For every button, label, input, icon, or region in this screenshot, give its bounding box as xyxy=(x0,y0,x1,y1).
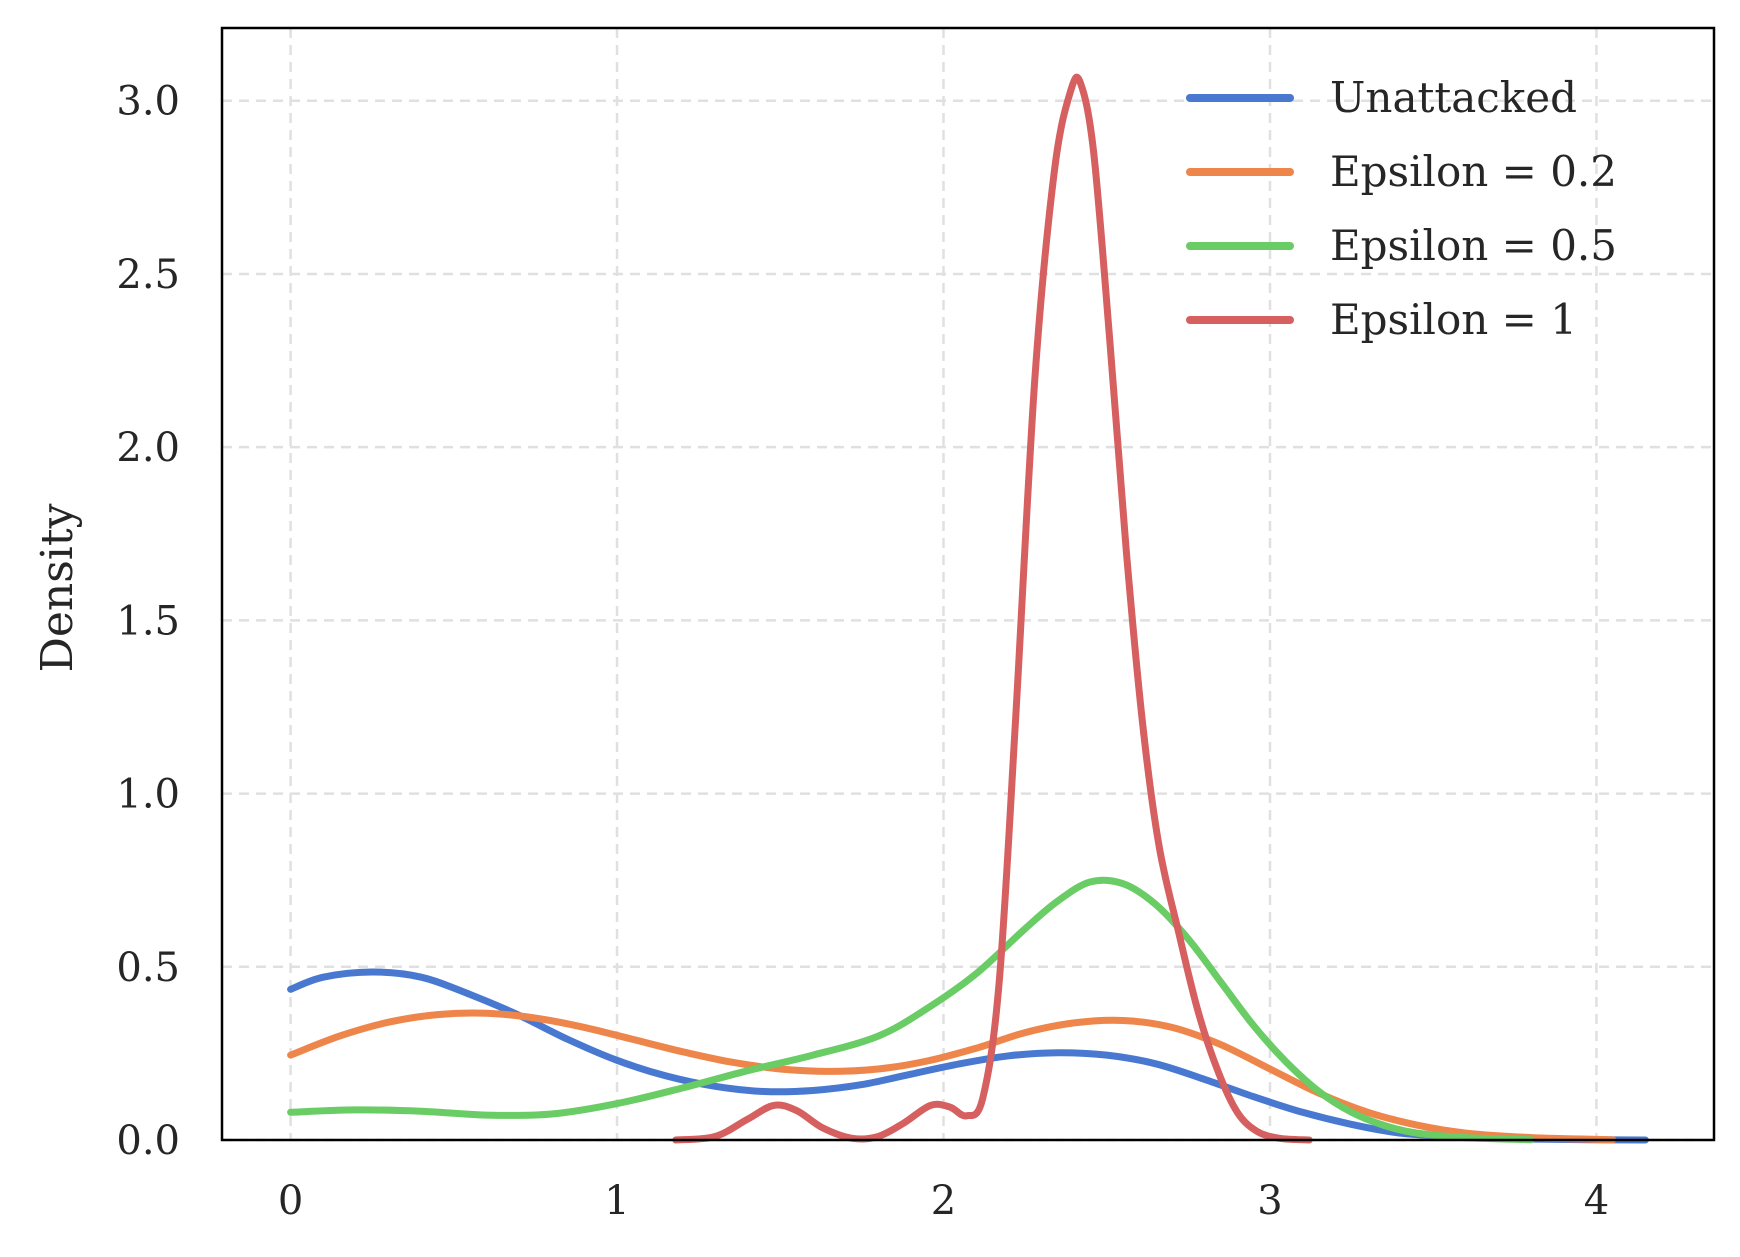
series-line-1 xyxy=(287,1009,1617,1144)
y-tick-label-5: 2.5 xyxy=(116,252,180,298)
legend-item-3: Epsilon = 1 xyxy=(1186,295,1577,344)
x-tick-label-4: 4 xyxy=(1584,1178,1609,1224)
y-tick-label-0: 0.0 xyxy=(116,1118,180,1164)
series-layer xyxy=(287,73,1649,1144)
legend-label-0: Unattacked xyxy=(1330,73,1577,122)
y-axis-title: Density xyxy=(32,503,83,672)
legend-label-2: Epsilon = 0.5 xyxy=(1330,221,1617,270)
legend-item-2: Epsilon = 0.5 xyxy=(1186,221,1617,270)
y-tick-label-6: 3.0 xyxy=(116,79,180,125)
legend: Unattacked Epsilon = 0.2 Epsilon = 0.5 Epsi… xyxy=(1186,73,1617,344)
x-tick-label-1: 1 xyxy=(604,1178,629,1224)
legend-item-1: Epsilon = 0.2 xyxy=(1186,147,1617,196)
series-line-3 xyxy=(672,73,1313,1144)
y-tick-label-2: 1.0 xyxy=(116,772,180,818)
series-line-0 xyxy=(287,968,1649,1144)
series-line-2 xyxy=(287,876,1535,1144)
y-tick-label-3: 1.5 xyxy=(116,598,180,644)
y-tick-label-4: 2.0 xyxy=(116,425,180,471)
x-tick-label-2: 2 xyxy=(931,1178,956,1224)
x-axis-tick-labels: 0 1 2 3 4 xyxy=(278,1178,1609,1224)
legend-item-0: Unattacked xyxy=(1186,73,1577,122)
x-tick-label-0: 0 xyxy=(278,1178,303,1224)
x-tick-label-3: 3 xyxy=(1257,1178,1282,1224)
legend-label-3: Epsilon = 1 xyxy=(1330,295,1577,344)
legend-label-1: Epsilon = 0.2 xyxy=(1330,147,1617,196)
plot-frame xyxy=(220,26,1716,1142)
y-axis-tick-labels: 0.0 0.5 1.0 1.5 2.0 2.5 3.0 xyxy=(116,79,180,1164)
y-tick-label-1: 0.5 xyxy=(116,945,180,991)
